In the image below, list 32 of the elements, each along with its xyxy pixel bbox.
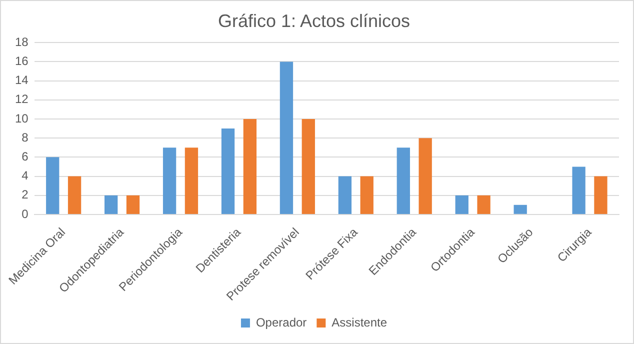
bar [162,148,176,214]
y-tick-label: 16 [14,54,29,68]
bar [280,62,294,214]
bar [572,166,586,214]
y-tick-label: 8 [22,130,29,144]
bar [46,157,60,214]
y-tick-label: 10 [14,111,29,126]
y-tick-label: 4 [22,168,29,183]
bar [243,118,257,214]
y-tick-label: 0 [22,206,29,221]
bar [68,176,82,214]
bar [418,138,432,214]
bar [302,118,315,214]
bar [104,195,118,214]
bar [477,195,490,214]
y-tick-label: 2 [22,188,29,202]
bar [221,128,235,214]
bar [396,148,410,214]
bar [184,148,198,214]
y-tick-label: 6 [22,149,29,164]
bar [455,195,468,214]
bar [594,176,608,214]
chart-title: Gráfico 1: Actos clínicos [218,10,410,31]
legend-label: Operador [256,315,307,330]
bar [126,195,140,214]
legend-label: Assistente [332,315,388,330]
y-tick-label: 18 [14,34,29,49]
y-tick-label: 14 [14,73,29,88]
y-tick-label: 12 [14,92,29,106]
bar [514,204,527,214]
bar [360,176,374,214]
bar [338,176,352,214]
